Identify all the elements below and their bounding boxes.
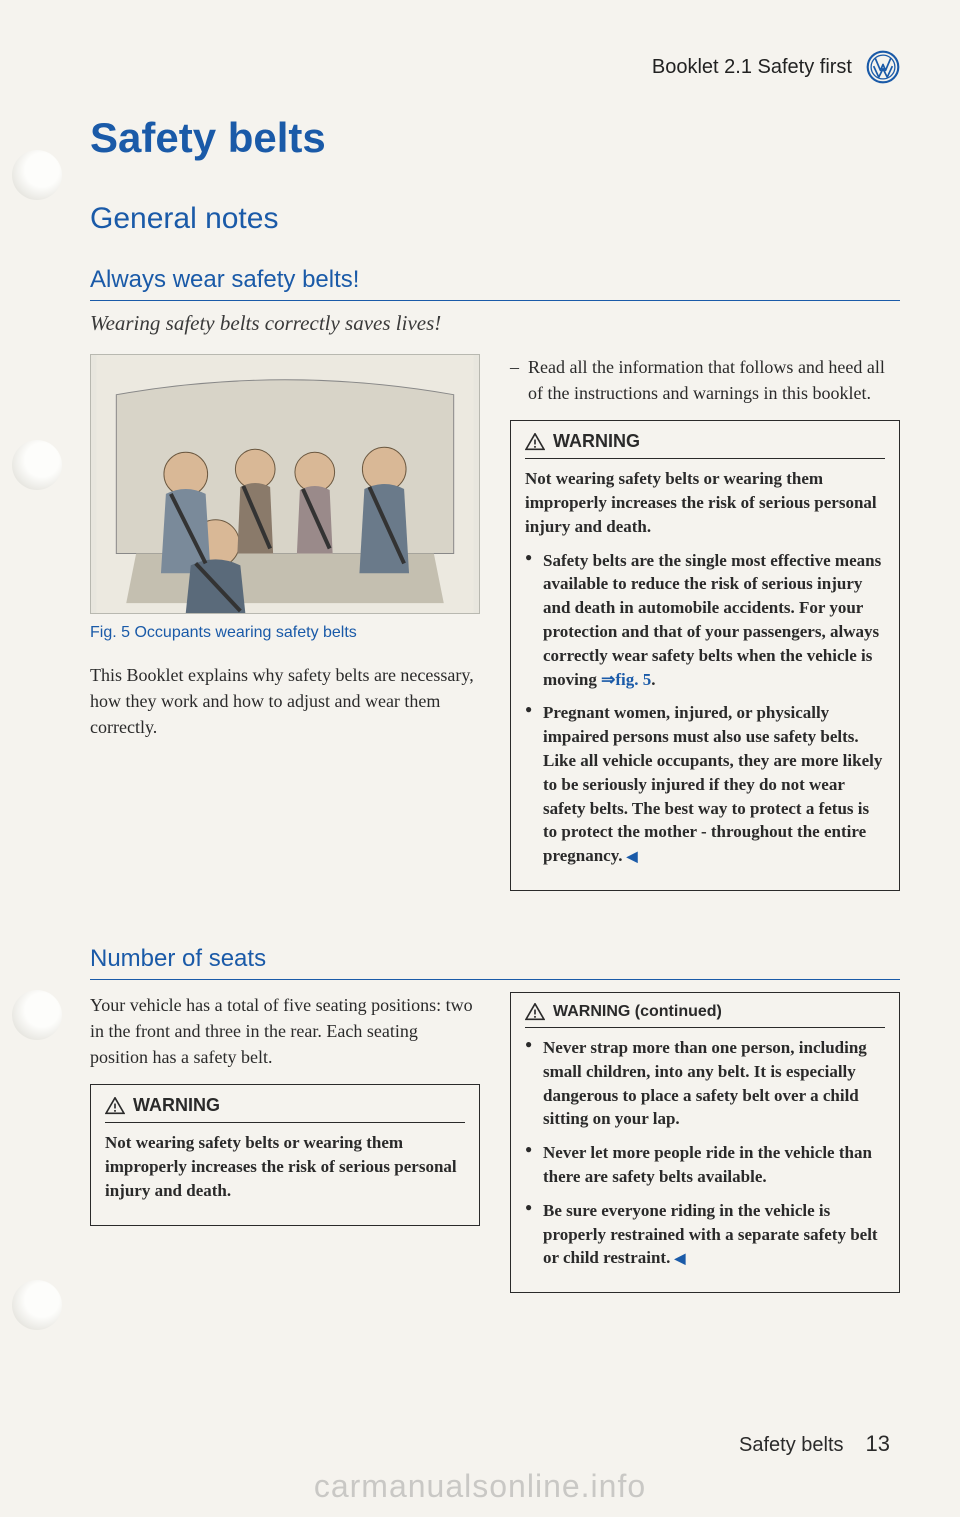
chapter-title: Safety belts	[90, 114, 900, 162]
subsection-title: Always wear safety belts!	[90, 266, 900, 294]
warning-box: WARNING Not wearing safety belts or wear…	[510, 420, 900, 891]
warning-body: Not wearing safety belts or wearing them…	[105, 1131, 465, 1202]
warning-header: WARNING	[105, 1095, 465, 1123]
warning-triangle-icon	[525, 433, 545, 451]
page-number: 13	[866, 1431, 890, 1457]
warning-paragraph: Not wearing safety belts or wearing them…	[525, 467, 885, 538]
warning-triangle-icon	[525, 1003, 545, 1021]
content-columns: Your vehicle has a total of five seating…	[90, 992, 900, 1307]
warning-header: WARNING	[525, 431, 885, 459]
warning-paragraph: Not wearing safety belts or wearing them…	[105, 1131, 465, 1202]
body-paragraph: Your vehicle has a total of five seating…	[90, 992, 480, 1070]
warning-box: WARNING (continued) Never strap more tha…	[510, 992, 900, 1293]
body-paragraph: Read all the information that follows an…	[510, 354, 900, 406]
booklet-label: Booklet 2.1 Safety first	[652, 56, 852, 79]
section-title: General notes	[90, 202, 900, 236]
warning-bullet-text: .	[651, 670, 655, 689]
watermark: carmanualsonline.info	[0, 1468, 960, 1505]
warning-box: WARNING Not wearing safety belts or wear…	[90, 1084, 480, 1225]
warning-bullet: Be sure everyone riding in the vehicle i…	[525, 1199, 885, 1270]
end-marker-icon: ◀	[627, 850, 638, 865]
end-marker-icon: ◀	[675, 1252, 686, 1267]
figure-image	[90, 354, 480, 614]
right-column: WARNING (continued) Never strap more tha…	[510, 992, 900, 1307]
warning-bullet-text: Safety belts are the single most effecti…	[543, 551, 881, 689]
warning-title: WARNING	[133, 1095, 220, 1116]
dash-list-item: Read all the information that follows an…	[510, 354, 900, 406]
occupants-illustration-icon	[91, 355, 479, 613]
content-columns: Fig. 5 Occupants wearing safety belts Th…	[90, 354, 900, 905]
warning-body: Never strap more than one person, includ…	[525, 1036, 885, 1270]
warning-body: Not wearing safety belts or wearing them…	[525, 467, 885, 868]
footer-label: Safety belts	[739, 1434, 844, 1457]
warning-title: WARNING (continued)	[553, 1003, 722, 1021]
vw-logo-icon	[866, 50, 900, 84]
warning-bullet: Safety belts are the single most effecti…	[525, 549, 885, 692]
figure-link: ⇒fig. 5	[601, 670, 651, 689]
warning-header: WARNING (continued)	[525, 1003, 885, 1028]
figure-caption: Fig. 5 Occupants wearing safety belts	[90, 624, 480, 642]
warning-title: WARNING	[553, 431, 640, 452]
subsection-title: Number of seats	[90, 945, 900, 973]
page-header: Booklet 2.1 Safety first	[90, 50, 900, 84]
figure-text: Occupants wearing safety belts	[134, 624, 356, 641]
warning-triangle-icon	[105, 1097, 125, 1115]
divider	[90, 979, 900, 980]
page-content: Booklet 2.1 Safety first Safety belts Ge…	[0, 0, 960, 1517]
warning-bullet: Never let more people ride in the vehicl…	[525, 1141, 885, 1189]
paragraph: This Booklet explains why safety belts a…	[90, 662, 480, 740]
warning-bullet: Pregnant women, injured, or physically i…	[525, 701, 885, 868]
right-column: Read all the information that follows an…	[510, 354, 900, 905]
figure-number: Fig. 5	[90, 624, 130, 641]
warning-bullet-text: Be sure everyone riding in the vehicle i…	[543, 1201, 878, 1268]
warning-bullet-text: Pregnant women, injured, or physically i…	[543, 703, 882, 865]
divider	[90, 300, 900, 301]
left-column: Your vehicle has a total of five seating…	[90, 992, 480, 1307]
page-footer: Safety belts 13	[739, 1431, 890, 1457]
left-column: Fig. 5 Occupants wearing safety belts Th…	[90, 354, 480, 905]
warning-bullet: Never strap more than one person, includ…	[525, 1036, 885, 1131]
body-paragraph: This Booklet explains why safety belts a…	[90, 662, 480, 740]
subsection-subtitle: Wearing safety belts correctly saves liv…	[90, 311, 900, 336]
paragraph: Your vehicle has a total of five seating…	[90, 992, 480, 1070]
